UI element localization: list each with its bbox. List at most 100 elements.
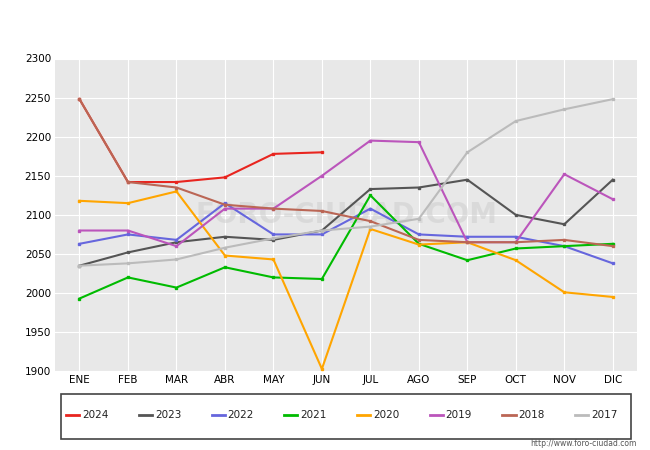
2017 (172, 257, 180, 262)
2017 (609, 96, 617, 102)
Line: 2017: 2017 (78, 98, 614, 267)
2023 (318, 228, 326, 233)
2024 (172, 180, 180, 185)
Text: Afiliados en Borja a 31/5/2024: Afiliados en Borja a 31/5/2024 (189, 18, 461, 36)
2021 (609, 241, 617, 247)
2023 (172, 239, 180, 245)
2022 (124, 232, 132, 237)
2017 (512, 118, 520, 124)
2024 (318, 150, 326, 155)
2023 (609, 177, 617, 182)
2018 (512, 239, 520, 245)
2021 (415, 241, 422, 247)
2021 (318, 276, 326, 282)
2022 (415, 232, 422, 237)
2022 (463, 234, 471, 239)
2020 (512, 257, 520, 263)
2019 (124, 228, 132, 233)
2020 (609, 294, 617, 300)
2019 (560, 171, 568, 177)
2023 (512, 212, 520, 218)
2017 (270, 236, 278, 241)
2023 (124, 250, 132, 255)
2020 (560, 290, 568, 295)
2023 (415, 185, 422, 190)
2019 (172, 243, 180, 249)
2024 (75, 96, 83, 102)
Line: 2020: 2020 (78, 190, 614, 370)
2017 (124, 261, 132, 266)
2022 (75, 241, 83, 247)
Text: 2018: 2018 (519, 410, 545, 420)
Text: 2023: 2023 (155, 410, 181, 420)
2019 (367, 138, 374, 143)
2020 (463, 239, 471, 245)
2017 (367, 224, 374, 230)
2019 (221, 206, 229, 211)
2017 (221, 245, 229, 250)
2017 (560, 107, 568, 112)
2019 (463, 239, 471, 245)
Line: 2022: 2022 (78, 202, 614, 265)
2021 (560, 243, 568, 249)
2018 (415, 237, 422, 243)
2020 (172, 189, 180, 194)
2019 (609, 197, 617, 202)
FancyBboxPatch shape (61, 394, 631, 438)
2020 (270, 257, 278, 262)
Text: 2024: 2024 (82, 410, 109, 420)
2021 (367, 193, 374, 198)
Text: FORO-CIUDAD.COM: FORO-CIUDAD.COM (195, 201, 497, 229)
2023 (75, 263, 83, 268)
2020 (221, 253, 229, 258)
2021 (512, 246, 520, 251)
2022 (172, 237, 180, 243)
2020 (367, 226, 374, 232)
2018 (560, 237, 568, 243)
Text: 2019: 2019 (446, 410, 472, 420)
2018 (270, 206, 278, 211)
2022 (560, 243, 568, 249)
2024 (270, 151, 278, 157)
2018 (75, 96, 83, 102)
2017 (463, 150, 471, 155)
Line: 2021: 2021 (78, 194, 614, 300)
2021 (124, 274, 132, 280)
2022 (367, 206, 374, 211)
Text: http://www.foro-ciudad.com: http://www.foro-ciudad.com (530, 439, 637, 448)
Line: 2018: 2018 (78, 98, 614, 248)
2017 (318, 228, 326, 233)
2020 (124, 200, 132, 206)
2023 (270, 237, 278, 243)
2021 (463, 257, 471, 263)
2018 (318, 208, 326, 214)
2023 (367, 186, 374, 192)
Line: 2024: 2024 (78, 98, 323, 184)
2020 (318, 366, 326, 372)
2021 (75, 296, 83, 301)
2022 (609, 261, 617, 266)
2017 (75, 263, 83, 268)
Text: 2017: 2017 (592, 410, 618, 420)
2018 (172, 185, 180, 190)
2022 (221, 200, 229, 206)
Text: 2020: 2020 (373, 410, 399, 420)
2018 (367, 218, 374, 224)
2022 (270, 232, 278, 237)
2018 (463, 239, 471, 245)
2017 (415, 216, 422, 221)
Text: 2022: 2022 (227, 410, 254, 420)
Line: 2019: 2019 (78, 139, 614, 248)
Line: 2023: 2023 (78, 178, 614, 267)
2021 (270, 274, 278, 280)
Text: 2021: 2021 (300, 410, 327, 420)
2022 (512, 234, 520, 239)
2019 (318, 173, 326, 179)
2024 (221, 175, 229, 180)
2018 (221, 202, 229, 207)
2023 (560, 221, 568, 227)
2024 (124, 180, 132, 185)
2020 (415, 242, 422, 248)
2020 (75, 198, 83, 203)
2023 (221, 234, 229, 239)
